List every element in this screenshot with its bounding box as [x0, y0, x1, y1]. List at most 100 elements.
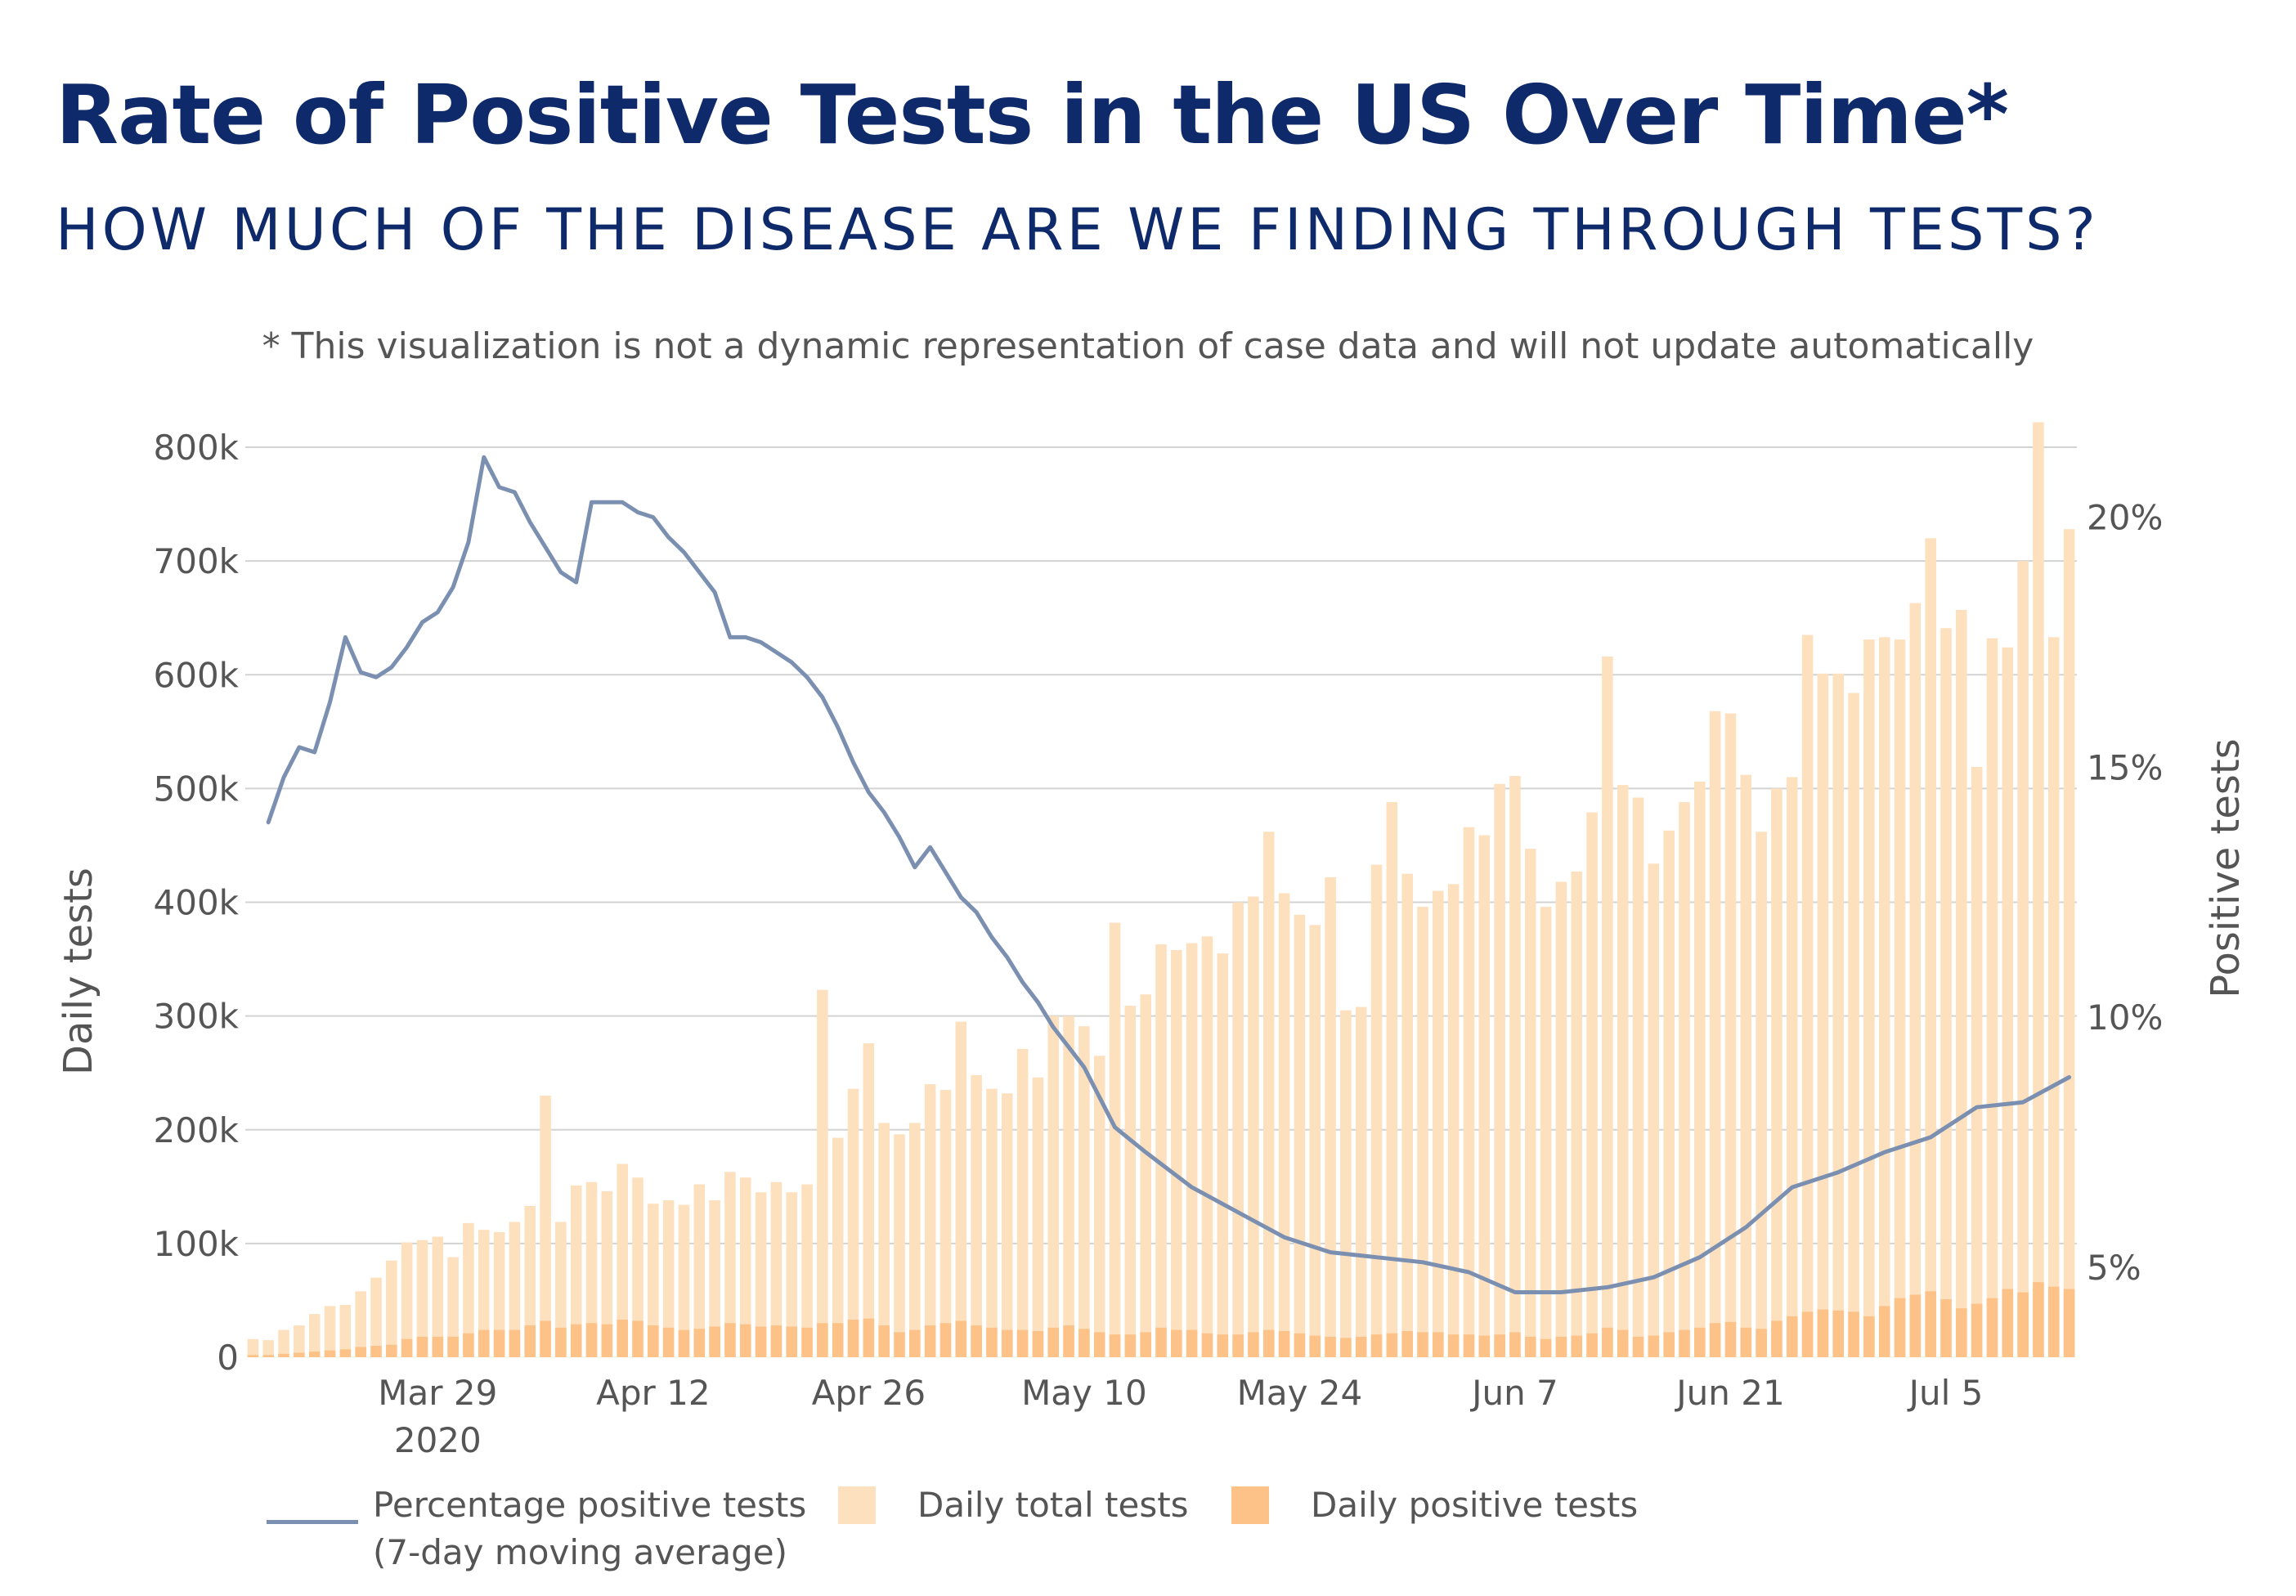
bar-total-tests	[1756, 832, 1767, 1357]
bar-total-tests	[1863, 639, 1875, 1357]
bar-positive-tests	[1463, 1334, 1475, 1357]
bottom-axis-ticks: Mar 29 2020 Apr 12 Apr 26 May 10 May 24 Jun 7 J…	[378, 1373, 1983, 1460]
bar-total-tests	[262, 1340, 275, 1357]
bar-positive-tests	[1925, 1291, 1936, 1357]
bar-total-tests	[1340, 1010, 1352, 1357]
bar-positive-tests	[894, 1332, 905, 1357]
bar-positive-tests	[755, 1326, 767, 1357]
bar-positive-tests	[1740, 1327, 1752, 1357]
bar-total-tests	[1878, 637, 1890, 1357]
bar-positive-tests	[339, 1349, 352, 1357]
bar-total-tests	[1463, 827, 1475, 1357]
bar-total-tests	[770, 1181, 783, 1357]
bar-positive-tests	[1201, 1333, 1213, 1357]
bar-positive-tests	[2047, 1286, 2060, 1357]
bar-total-tests	[1786, 777, 1798, 1357]
bar-positive-tests	[509, 1329, 521, 1357]
x-tick-label: Jun 21	[1674, 1373, 1784, 1413]
bar-total-tests	[1971, 766, 1983, 1357]
bar-positive-tests	[724, 1323, 736, 1357]
legend-line-label-1: Percentage positive tests	[373, 1485, 807, 1525]
bar-positive-tests	[463, 1333, 474, 1357]
bar-total-tests	[863, 1043, 875, 1357]
bar-positive-tests	[1940, 1299, 1952, 1357]
legend-line-label-2: (7-day moving average)	[373, 1532, 787, 1572]
bar-total-tests	[339, 1305, 352, 1357]
bar-total-tests	[755, 1192, 767, 1357]
bar-positive-tests	[432, 1336, 444, 1357]
bar-total-tests	[1740, 774, 1752, 1357]
bar-positive-tests	[1278, 1331, 1290, 1357]
bar-positive-tests	[1417, 1332, 1428, 1357]
bar-total-tests	[924, 1084, 936, 1357]
bar-positive-tests	[1171, 1329, 1182, 1357]
y-tick-label: 100k	[154, 1224, 240, 1264]
bar-total-tests	[1509, 776, 1521, 1357]
bar-positive-tests	[1663, 1332, 1675, 1357]
bar-total-tests	[1186, 943, 1198, 1357]
bar-total-tests	[2017, 561, 2029, 1357]
bar-positive-tests	[648, 1325, 659, 1357]
bar-total-tests	[1278, 893, 1290, 1357]
bar-positive-tests	[1771, 1320, 1783, 1357]
bar-total-tests	[1648, 863, 1660, 1357]
bar-positive-tests	[1433, 1332, 1444, 1357]
bar-total-tests	[1171, 949, 1182, 1357]
bar-total-tests	[1478, 835, 1491, 1357]
bar-positive-tests	[1325, 1336, 1336, 1357]
bar-total-tests	[1325, 876, 1336, 1357]
bar-positive-tests	[1155, 1327, 1167, 1357]
positive-rate-line	[266, 455, 2072, 1294]
bar-positive-tests	[1355, 1336, 1367, 1357]
bar-positive-tests	[1555, 1336, 1567, 1357]
bar-total-tests	[955, 1021, 967, 1357]
bar-positive-tests	[1694, 1327, 1706, 1357]
bar-positive-tests	[1679, 1329, 1690, 1357]
bar-positive-tests	[262, 1355, 275, 1357]
bar-positive-tests	[678, 1329, 690, 1357]
bar-total-tests	[709, 1200, 720, 1357]
bar-total-tests	[278, 1329, 289, 1357]
y-tick-label: 600k	[154, 655, 240, 695]
bar-positive-tests	[1140, 1332, 1151, 1357]
bar-total-tests	[1401, 873, 1413, 1357]
bar-total-tests	[817, 989, 828, 1357]
bar-total-tests	[355, 1291, 366, 1357]
bar-total-tests	[1801, 634, 1814, 1357]
bar-positive-tests	[1817, 1309, 1829, 1357]
x-tick-label: Jul 5	[1907, 1373, 1984, 1413]
bar-total-tests	[894, 1134, 905, 1357]
bar-total-tests	[401, 1242, 413, 1357]
bar-total-tests	[739, 1177, 751, 1357]
bar-total-tests	[1047, 1015, 1060, 1357]
bar-total-tests	[463, 1222, 474, 1357]
bar-positive-tests	[1447, 1334, 1460, 1357]
bar-total-tests	[1848, 693, 1859, 1357]
bar-total-tests	[1016, 1048, 1029, 1357]
bar-positive-tests	[478, 1329, 490, 1357]
bar-total-tests	[432, 1236, 444, 1357]
bar-total-tests	[478, 1230, 490, 1357]
bar-positive-tests	[693, 1329, 706, 1357]
bar-positive-tests	[416, 1336, 428, 1357]
bar-total-tests	[1555, 881, 1567, 1357]
bar-positive-tests	[1571, 1335, 1583, 1357]
bar-positive-tests	[1756, 1329, 1767, 1357]
bar-positive-tests	[1047, 1327, 1060, 1357]
chart-title: Rate of Positive Tests in the US Over Ti…	[56, 67, 2009, 163]
bar-total-tests	[678, 1204, 690, 1357]
bar-positive-tests	[2002, 1289, 2014, 1357]
chart-legend: Percentage positive tests (7-day moving …	[0, 1482, 2296, 1596]
y2-axis-label: Positive tests	[2203, 738, 2249, 998]
bar-positive-tests	[1340, 1338, 1352, 1357]
bar-total-tests	[971, 1074, 982, 1357]
y-tick-label: 0	[217, 1338, 239, 1378]
bar-total-tests	[1217, 953, 1229, 1357]
bar-positive-tests	[447, 1336, 459, 1357]
bar-positive-tests	[832, 1323, 844, 1357]
bar-total-tests	[540, 1096, 551, 1357]
bar-positive-tests	[1386, 1333, 1398, 1357]
bar-total-tests	[386, 1260, 397, 1357]
bar-positive-tests	[939, 1323, 952, 1357]
bar-total-tests	[1109, 922, 1121, 1357]
